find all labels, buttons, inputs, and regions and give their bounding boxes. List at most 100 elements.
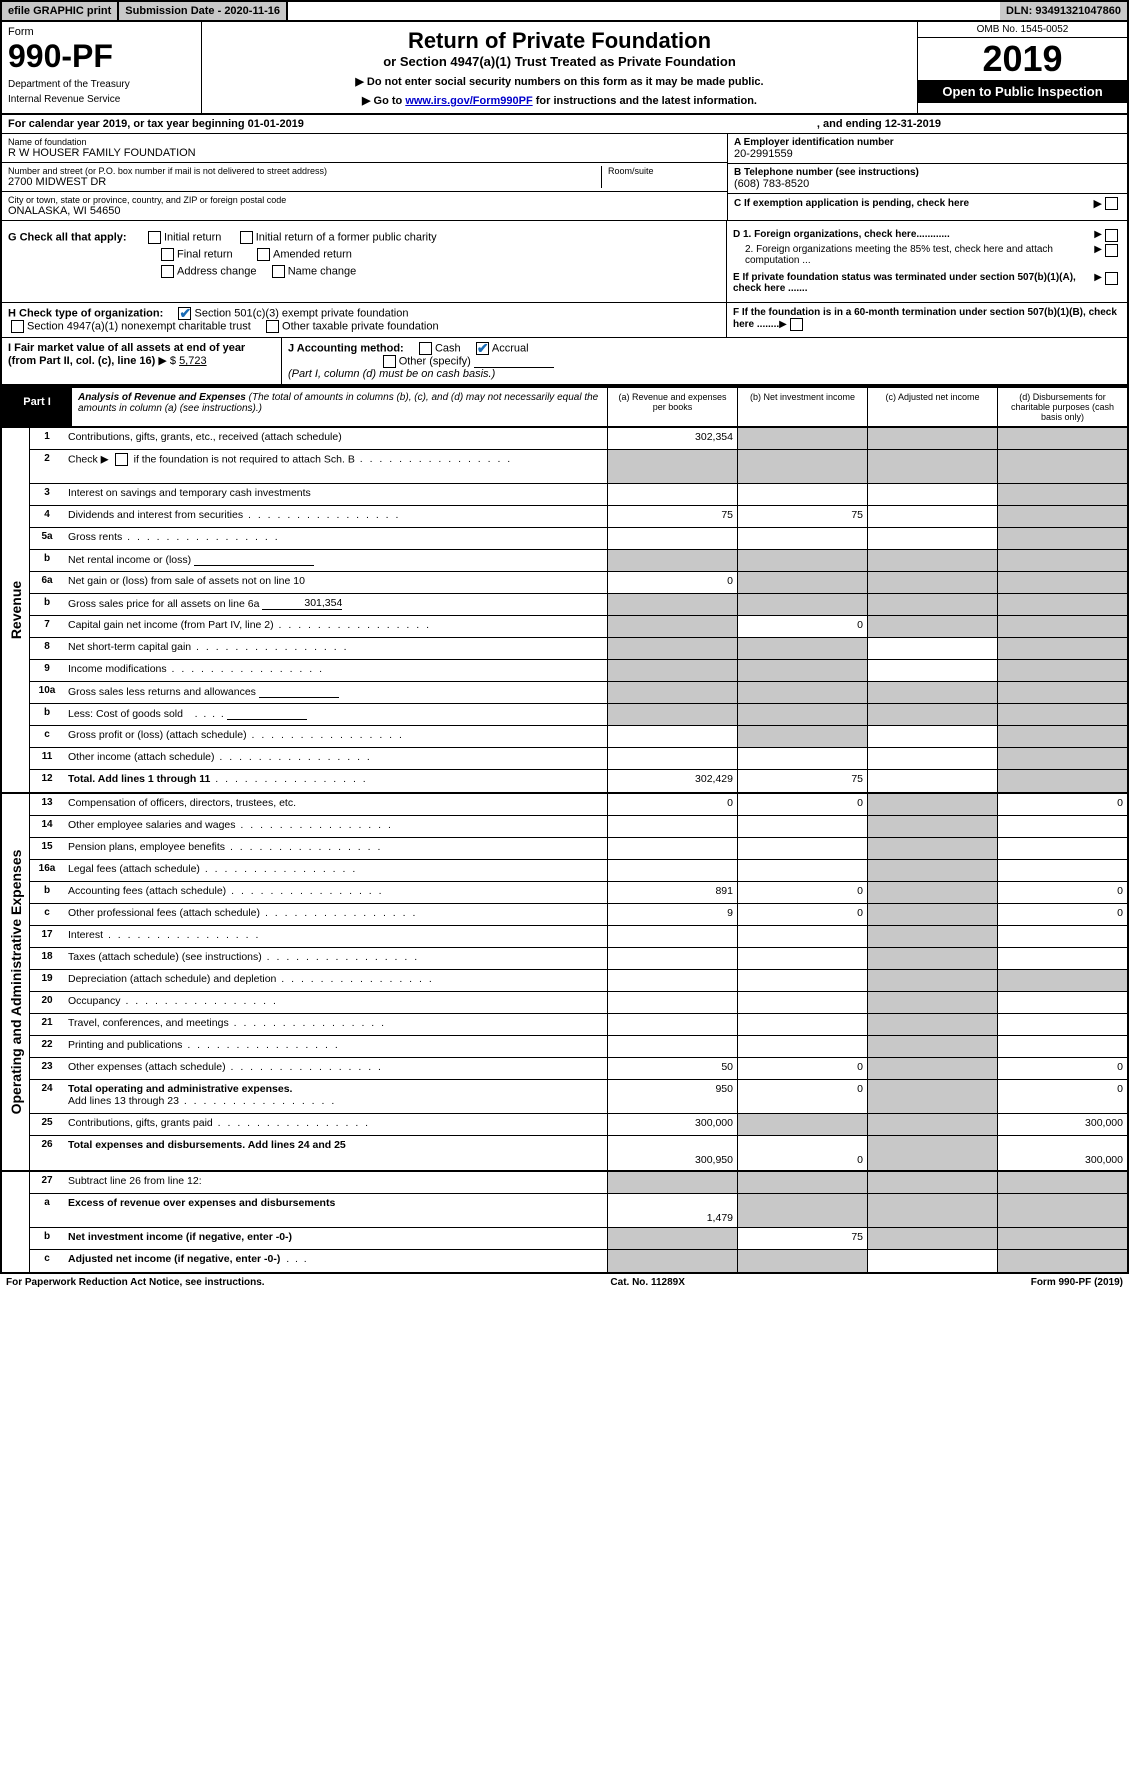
header-left: Form 990-PF Department of the Treasury I… [2,22,202,113]
row-23: 23Other expenses (attach schedule)5000 [30,1058,1127,1080]
boxF: F If the foundation is in a 60-month ter… [733,307,1121,331]
ein-label: A Employer identification number [734,137,1121,148]
cb-initial-return[interactable] [148,231,161,244]
row-16b: bAccounting fees (attach schedule)89100 [30,882,1127,904]
boxD2: 2. Foreign organizations meeting the 85%… [733,244,1121,266]
cb-sch-b[interactable] [115,453,128,466]
ein-cell: A Employer identification number 20-2991… [728,134,1127,164]
cb-d1[interactable] [1105,229,1118,242]
phone-label: B Telephone number (see instructions) [734,167,1121,178]
row27-vlabel [2,1172,30,1272]
form-note-1: ▶ Do not enter social security numbers o… [208,75,911,88]
col-d-header: (d) Disbursements for charitable purpose… [997,388,1127,426]
revenue-rows: 1Contributions, gifts, grants, etc., rec… [30,428,1127,792]
arrow-icon: ▶ [1094,272,1102,294]
row-3: 3Interest on savings and temporary cash … [30,484,1127,506]
check-section: G Check all that apply: Initial return I… [0,221,1129,302]
cb-f[interactable] [790,318,803,331]
arrow-icon: ▶ [1094,197,1102,210]
col-a-header: (a) Revenue and expenses per books [607,388,737,426]
revenue-vlabel: Revenue [2,428,30,792]
tax-year: 2019 [918,38,1127,80]
boxC-checkbox[interactable] [1105,197,1118,210]
row-14: 14Other employee salaries and wages [30,816,1127,838]
row-12: 12Total. Add lines 1 through 11302,42975 [30,770,1127,792]
open-public: Open to Public Inspection [918,80,1127,103]
row-27a: aExcess of revenue over expenses and dis… [30,1194,1127,1228]
cal-end: , and ending 12-31-2019 [817,118,941,130]
boxH-left: H Check type of organization: Section 50… [2,303,727,337]
irs-link[interactable]: www.irs.gov/Form990PF [405,95,532,107]
row-2: 2Check ▶ if the foundation is not requir… [30,450,1127,484]
city-label: City or town, state or province, country… [8,195,721,205]
efile-label: efile GRAPHIC print [2,2,119,20]
cal-begin: For calendar year 2019, or tax year begi… [8,118,304,130]
row-27c: cAdjusted net income (if negative, enter… [30,1250,1127,1272]
cb-e[interactable] [1105,272,1118,285]
row27-rows: 27Subtract line 26 from line 12: aExcess… [30,1172,1127,1272]
row-18: 18Taxes (attach schedule) (see instructi… [30,948,1127,970]
phone-value: (608) 783-8520 [734,178,1121,190]
name-label: Name of foundation [8,137,721,147]
row-4: 4Dividends and interest from securities7… [30,506,1127,528]
row-15: 15Pension plans, employee benefits [30,838,1127,860]
row-16c: cOther professional fees (attach schedul… [30,904,1127,926]
row-22: 22Printing and publications [30,1036,1127,1058]
boxE: E If private foundation status was termi… [733,272,1121,294]
revenue-grid: Revenue 1Contributions, gifts, grants, e… [0,428,1129,794]
footer: For Paperwork Reduction Act Notice, see … [0,1274,1129,1291]
row-5b: bNet rental income or (loss) [30,550,1127,572]
row-24: 24Total operating and administrative exp… [30,1080,1127,1114]
cb-cash[interactable] [419,342,432,355]
cb-4947[interactable] [11,320,24,333]
row-10b: bLess: Cost of goods sold . . . . [30,704,1127,726]
cb-amended-return[interactable] [257,248,270,261]
top-bar: efile GRAPHIC print Submission Date - 20… [0,0,1129,22]
info-block: Name of foundation R W HOUSER FAMILY FOU… [0,134,1129,221]
submission-date: Submission Date - 2020-11-16 [119,2,288,20]
info-right: A Employer identification number 20-2991… [727,134,1127,220]
city-cell: City or town, state or province, country… [2,192,727,220]
boxJ: J Accounting method: Cash Accrual Other … [282,338,727,384]
footer-left: For Paperwork Reduction Act Notice, see … [6,1277,265,1288]
cb-501c3[interactable] [178,307,191,320]
row-19: 19Depreciation (attach schedule) and dep… [30,970,1127,992]
footer-mid: Cat. No. 11289X [610,1277,684,1288]
cb-accrual[interactable] [476,342,489,355]
cb-other-taxable[interactable] [266,320,279,333]
row-20: 20Occupancy [30,992,1127,1014]
cb-d2[interactable] [1105,244,1118,257]
row-16a: 16aLegal fees (attach schedule) [30,860,1127,882]
cb-initial-return-former[interactable] [240,231,253,244]
boxI-value: 5,723 [179,355,207,367]
cb-name-change[interactable] [272,265,285,278]
form-number: 990-PF [8,38,195,75]
arrow-icon: ▶ [1094,244,1102,266]
cb-other[interactable] [383,355,396,368]
row-27b: bNet investment income (if negative, ent… [30,1228,1127,1250]
expenses-vlabel: Operating and Administrative Expenses [2,794,30,1170]
col-b-header: (b) Net investment income [737,388,867,426]
cb-final-return[interactable] [161,248,174,261]
boxH-label: H Check type of organization: [8,307,163,319]
part1-label: Part I [2,388,72,426]
dept-irs: Internal Revenue Service [8,94,195,105]
boxF-right: F If the foundation is in a 60-month ter… [727,303,1127,337]
row-21: 21Travel, conferences, and meetings [30,1014,1127,1036]
city-value: ONALASKA, WI 54650 [8,205,721,217]
exemption-cell: C If exemption application is pending, c… [728,194,1127,213]
boxG-row2: Final return Amended return [8,248,720,261]
boxJ-label: J Accounting method: [288,342,404,354]
boxIJ-spacer [727,338,1127,384]
cb-address-change[interactable] [161,265,174,278]
row-17: 17Interest [30,926,1127,948]
row-9: 9Income modifications [30,660,1127,682]
arrow-icon: ▶ [1094,229,1102,242]
check-right: D 1. Foreign organizations, check here..… [727,221,1127,302]
dept-treasury: Department of the Treasury [8,79,195,90]
addr-label: Number and street (or P.O. box number if… [8,166,601,176]
address-cell: Number and street (or P.O. box number if… [2,163,727,192]
row-1: 1Contributions, gifts, grants, etc., rec… [30,428,1127,450]
row-6b: bGross sales price for all assets on lin… [30,594,1127,616]
form-note-2: ▶ Go to www.irs.gov/Form990PF for instru… [208,94,911,107]
